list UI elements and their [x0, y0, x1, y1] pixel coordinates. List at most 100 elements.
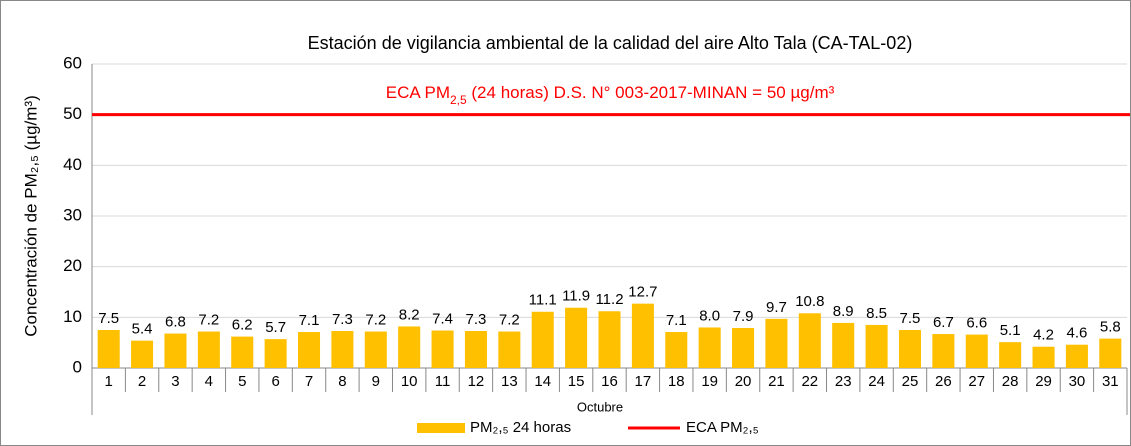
x-tick-label: 31	[1102, 373, 1119, 390]
x-tick-label: 23	[835, 373, 852, 390]
data-label: 6.2	[232, 317, 253, 334]
bar	[197, 331, 220, 368]
x-tick-label: 9	[372, 373, 380, 390]
y-tick-label: 50	[63, 104, 82, 123]
bar	[732, 327, 755, 368]
bar	[331, 331, 354, 368]
data-label: 7.3	[332, 311, 353, 328]
x-tick-label: 24	[868, 373, 885, 390]
x-tick-label: 10	[401, 373, 418, 390]
data-label: 9.7	[766, 299, 787, 316]
bar	[665, 332, 688, 368]
data-label: 7.1	[299, 312, 320, 329]
x-tick-label: 7	[305, 373, 313, 390]
bar	[97, 330, 120, 368]
x-tick-label: 20	[735, 373, 752, 390]
y-tick-label: 0	[73, 357, 82, 376]
data-label: 4.2	[1033, 327, 1054, 344]
y-tick-label: 20	[63, 256, 82, 275]
x-tick-label: 29	[1035, 373, 1052, 390]
bar	[565, 307, 588, 368]
data-label: 8.5	[866, 305, 887, 322]
bar	[464, 331, 487, 368]
data-label: 7.9	[733, 308, 754, 325]
bar	[231, 336, 254, 368]
bar	[999, 342, 1022, 368]
chart-title: Estación de vigilancia ambiental de la c…	[308, 33, 913, 53]
bar	[164, 333, 187, 368]
x-tick-label: 15	[568, 373, 585, 390]
data-label: 7.5	[98, 310, 119, 327]
x-tick-label: 5	[238, 373, 246, 390]
x-tick-label: 18	[668, 373, 685, 390]
bar	[898, 330, 922, 368]
data-label: 12.7	[628, 284, 657, 301]
x-tick-label: 11	[435, 373, 451, 390]
bar	[131, 340, 154, 368]
data-label: 7.2	[365, 311, 386, 328]
x-tick-label: 25	[902, 373, 919, 390]
legend-swatch	[417, 423, 465, 433]
data-label: 11.2	[595, 291, 623, 308]
bar	[965, 334, 988, 368]
bar	[498, 331, 521, 368]
bar	[798, 313, 821, 368]
x-tick-label: 19	[701, 373, 718, 390]
data-label: 6.6	[966, 315, 987, 332]
data-label: 7.4	[432, 310, 453, 327]
x-tick-label: 22	[801, 373, 818, 390]
x-tick-label: 26	[935, 373, 952, 390]
annotation-text: (24 horas) D.S. N° 003-2017-MINAN = 50 µ…	[467, 83, 835, 102]
bar	[264, 339, 287, 368]
x-tick-label: 12	[468, 373, 485, 390]
x-tick-label: 6	[271, 373, 279, 390]
y-tick-label: 60	[63, 53, 82, 72]
bar	[765, 318, 788, 368]
x-tick-label: 2	[138, 373, 146, 390]
x-tick-label: 30	[1069, 373, 1086, 390]
bar	[364, 331, 387, 368]
data-label: 11.9	[562, 288, 590, 305]
x-tick-label: 16	[601, 373, 618, 390]
bar	[631, 303, 654, 368]
x-tick-label: 14	[534, 373, 551, 390]
x-tick-label: 27	[968, 373, 985, 390]
data-label: 8.0	[699, 307, 720, 324]
y-tick-label: 40	[63, 155, 82, 174]
data-label: 5.8	[1100, 319, 1121, 336]
data-label: 7.3	[466, 311, 487, 328]
data-label: 11.1	[529, 292, 557, 309]
bar	[865, 324, 888, 368]
bar	[832, 322, 855, 368]
annotation-subscript: 2,5	[450, 93, 467, 107]
bar	[531, 311, 554, 368]
bar	[398, 326, 421, 368]
bar	[1099, 338, 1122, 368]
y-tick-label: 10	[63, 307, 82, 326]
bar	[1032, 346, 1055, 368]
data-label: 8.2	[399, 306, 420, 323]
bar	[698, 327, 721, 368]
x-tick-label: 4	[205, 373, 213, 390]
x-tick-label: 17	[635, 373, 652, 390]
y-tick-label: 30	[63, 205, 82, 224]
legend-label: PM₂,₅ 24 horas	[470, 419, 571, 436]
x-tick-label: 8	[338, 373, 346, 390]
data-label: 6.8	[165, 314, 186, 331]
data-label: 10.8	[795, 293, 824, 310]
bar	[297, 332, 321, 368]
data-label: 4.6	[1066, 325, 1087, 342]
x-tick-label: 1	[105, 373, 113, 390]
data-label: 5.4	[132, 321, 153, 338]
data-label: 7.2	[499, 311, 520, 328]
x-tick-label: 28	[1002, 373, 1019, 390]
data-label: 8.9	[833, 303, 854, 320]
data-label: 7.1	[666, 312, 687, 329]
annotation: ECA PM2,5 (24 horas) D.S. N° 003-2017-MI…	[386, 83, 835, 107]
annotation-text: ECA PM	[386, 83, 450, 102]
data-label: 6.7	[933, 314, 954, 331]
x-tick-label: 13	[501, 373, 518, 390]
x-axis-label: Octubre	[577, 399, 623, 414]
data-label: 7.2	[198, 311, 219, 328]
